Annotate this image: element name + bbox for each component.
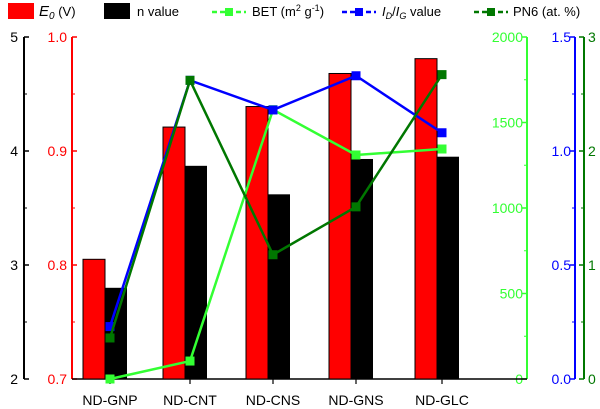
e0-tick-label: 0.7 (48, 371, 68, 387)
pn6-axis: 0 1 2 3 (579, 29, 596, 387)
legend-label-pn6: PN6 (at. %) (513, 4, 580, 19)
legend-marker-id-ig (355, 8, 363, 16)
category-label: ND-GLC (415, 392, 469, 408)
idig-tick-label: 0.0 (552, 371, 572, 387)
pn6-tick-label: 2 (588, 143, 596, 159)
n-tick-label: 3 (10, 257, 18, 273)
bet-marker (351, 150, 361, 160)
pn6-tick-label: 0 (588, 371, 596, 387)
bet-marker (105, 374, 115, 384)
bar-e0 (82, 258, 106, 380)
pn6-marker (185, 75, 195, 85)
idig-tick-label: 1.5 (552, 29, 572, 45)
bar-e0 (414, 58, 438, 380)
bet-tick-label: 1000 (492, 200, 523, 216)
bar-e0 (328, 72, 352, 380)
legend-item-e0: E0 (V) (8, 3, 76, 22)
pn6-tick-label: 1 (588, 257, 596, 273)
legend-swatch-n-value (104, 3, 130, 19)
bet-marker (437, 144, 447, 154)
legend-item-bet: BET (m2 g-1) (212, 3, 324, 19)
pn6-marker (268, 250, 278, 260)
axes: 2 3 4 5 0.7 0.8 0.9 1.0 0 500 1000 1500 2000 0.0 0.5 1.… (10, 29, 596, 387)
n-tick-label: 5 (10, 29, 18, 45)
n-tick-label: 2 (10, 371, 18, 387)
category-label: ND-CNS (246, 392, 300, 408)
n-tick-label: 4 (10, 143, 18, 159)
pn6-marker (105, 333, 115, 343)
category-labels: ND-GNP ND-CNT ND-CNS ND-GNS ND-GLC (82, 392, 468, 408)
idig-tick-label: 0.5 (552, 257, 572, 273)
lines (105, 70, 447, 384)
bar-n-value (185, 165, 207, 379)
n-axis: 2 3 4 5 (10, 29, 29, 387)
bet-tick-label: 2000 (492, 29, 523, 45)
pn6-tick-label: 3 (588, 29, 596, 45)
category-label: ND-GNP (82, 392, 137, 408)
idig-marker (437, 128, 447, 138)
pn6-marker (351, 202, 361, 212)
legend-swatch-e0 (8, 3, 34, 19)
bar-n-value (351, 158, 373, 379)
idig-tick-label: 1.0 (552, 143, 572, 159)
pn6-series (105, 70, 447, 343)
idig-marker (268, 105, 278, 115)
legend-marker-pn6 (487, 8, 495, 16)
e0-tick-label: 1.0 (48, 29, 68, 45)
bar-e0 (245, 106, 269, 380)
legend-label-n-value: n value (137, 4, 179, 19)
bar-n-value (268, 194, 290, 379)
e0-tick-label: 0.9 (48, 143, 68, 159)
bet-marker (185, 356, 195, 366)
bar-n-value (105, 287, 127, 379)
category-label: ND-CNT (163, 392, 217, 408)
bar-n-value (437, 156, 459, 379)
idig-axis: 0.0 0.5 1.0 1.5 (552, 29, 576, 387)
legend: E0 (V) n value BET (m2 g-1) ID/IG value PN6 … (8, 3, 580, 22)
e0-axis: 0.7 0.8 0.9 1.0 (48, 29, 77, 387)
category-label: ND-GNS (328, 392, 383, 408)
legend-marker-bet (225, 8, 233, 16)
legend-item-id-ig: ID/IG value (342, 4, 441, 21)
legend-label-id-ig: ID/IG value (382, 4, 441, 21)
bet-tick-label: 500 (500, 286, 524, 302)
bar-e0 (162, 126, 186, 380)
legend-item-pn6: PN6 (at. %) (474, 4, 580, 19)
legend-label-e0: E0 (V) (39, 3, 76, 22)
e0-tick-label: 0.8 (48, 257, 68, 273)
legend-item-n-value: n value (104, 3, 179, 19)
bars (82, 58, 459, 380)
pn6-marker (437, 70, 447, 80)
bet-tick-label: 1500 (492, 115, 523, 131)
idig-marker (351, 71, 361, 81)
idig-marker (105, 322, 115, 332)
legend-label-bet: BET (m2 g-1) (252, 3, 324, 19)
